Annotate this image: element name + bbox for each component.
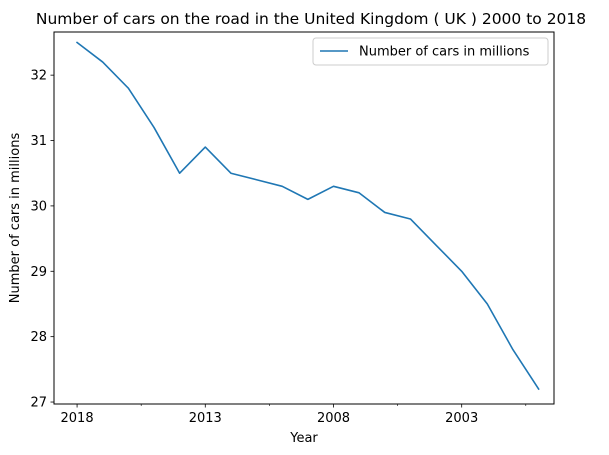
chart-title: Number of cars on the road in the United… xyxy=(36,10,586,28)
x-tick-label: 2013 xyxy=(189,411,222,426)
y-tick-label: 31 xyxy=(30,134,47,149)
y-axis-ticks: 27 28 29 30 31 32 xyxy=(30,69,54,411)
y-axis-label: Number of cars in millions xyxy=(8,133,23,304)
x-axis-label: Year xyxy=(289,431,318,446)
x-tick-label: 2003 xyxy=(445,411,478,426)
legend-frame xyxy=(312,37,549,66)
legend: Number of cars in millions xyxy=(312,37,549,66)
x-tick-label: 2018 xyxy=(61,411,94,426)
y-tick-label: 30 xyxy=(30,199,47,214)
series-line-0 xyxy=(75,41,540,391)
legend-label: Number of cars in millions xyxy=(359,45,530,60)
x-tick-label: 2008 xyxy=(317,411,350,426)
y-tick-label: 28 xyxy=(30,330,47,345)
x-axis-ticks: 2018 2013 2008 2003 xyxy=(61,404,527,426)
y-tick-label: 32 xyxy=(30,69,47,84)
series-layer xyxy=(75,41,540,391)
plot-area: 2018 2013 2008 2003 27 28 29 30 31 32 xyxy=(30,31,555,426)
y-tick-label: 29 xyxy=(30,265,47,280)
y-tick-label: 27 xyxy=(30,396,47,411)
axes-frame xyxy=(53,31,555,405)
